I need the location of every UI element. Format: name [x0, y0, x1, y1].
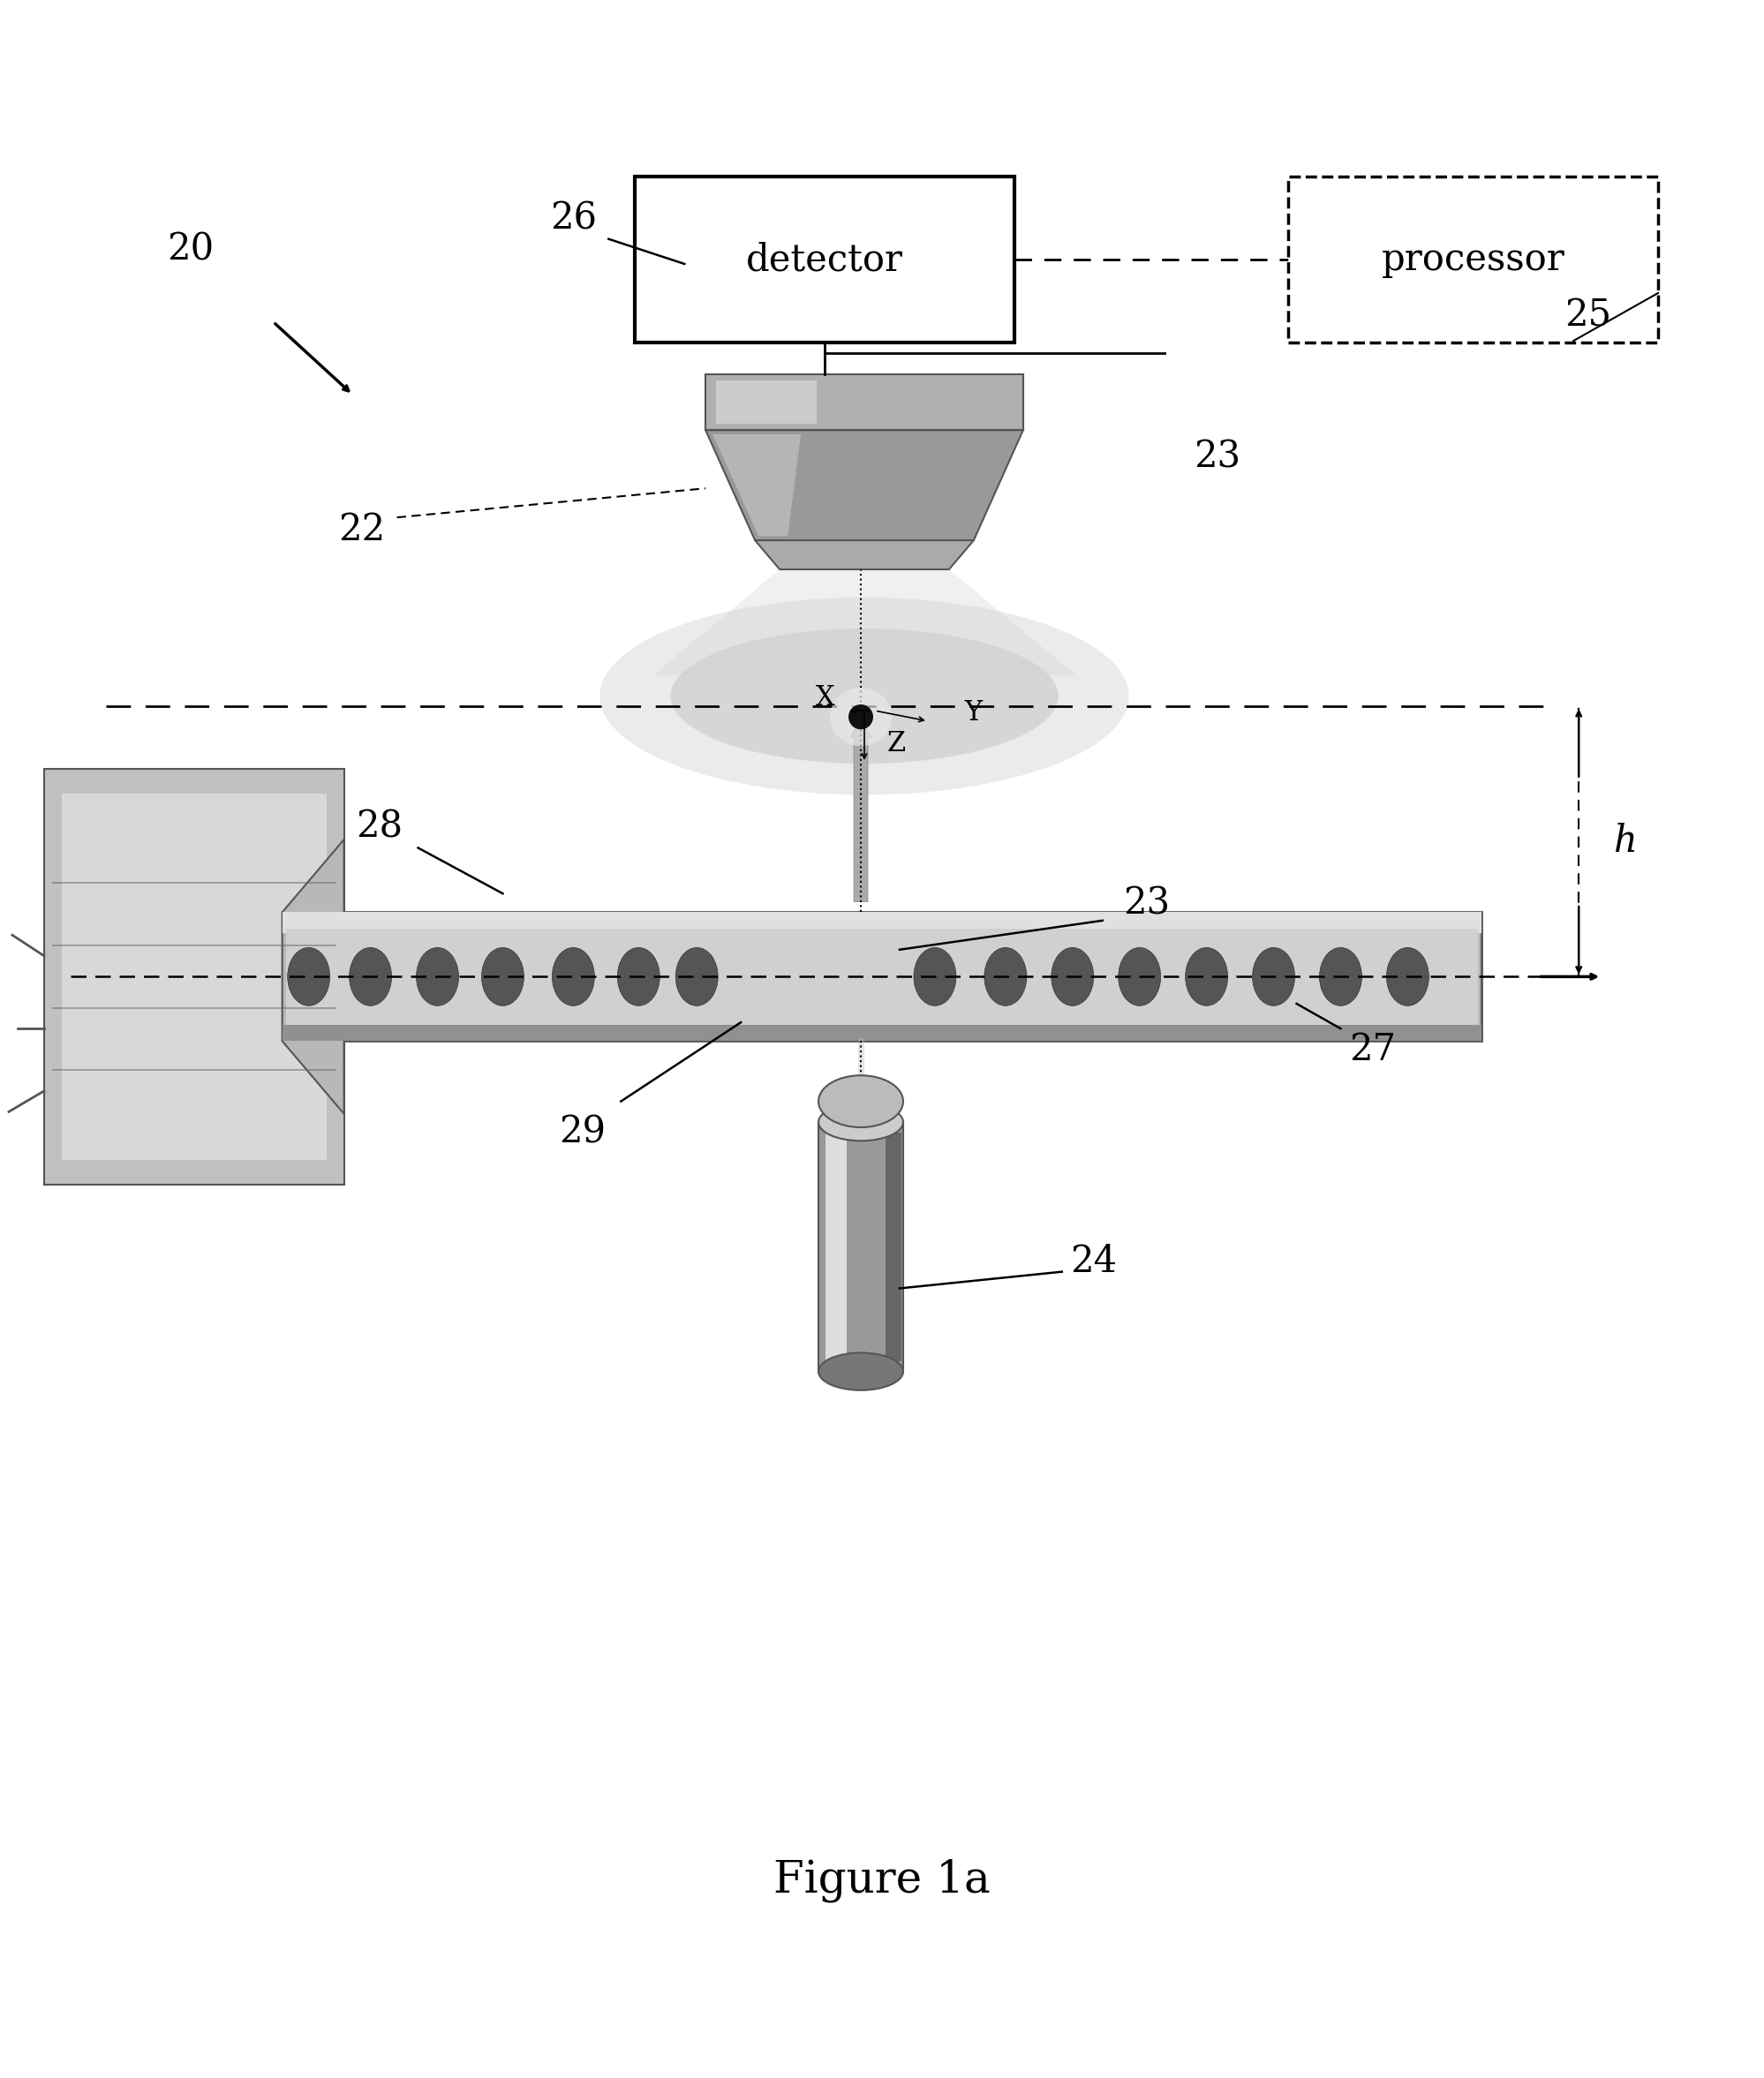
Text: 25: 25 [1565, 297, 1611, 335]
Text: 28: 28 [356, 808, 402, 846]
Polygon shape [653, 569, 1076, 675]
Bar [826, 1133, 847, 1361]
Bar [1288, 177, 1658, 343]
Ellipse shape [829, 688, 893, 746]
Ellipse shape [1319, 948, 1362, 1006]
Bar [44, 769, 344, 1184]
Polygon shape [706, 374, 1023, 430]
Bar [62, 794, 326, 1160]
Ellipse shape [1051, 948, 1094, 1006]
Text: detector: detector [746, 241, 903, 278]
Bar [635, 177, 1014, 343]
Text: 27: 27 [1349, 1031, 1395, 1068]
Ellipse shape [670, 628, 1058, 765]
Ellipse shape [617, 948, 660, 1006]
Ellipse shape [676, 948, 718, 1006]
FancyArrow shape [850, 717, 871, 902]
Ellipse shape [552, 948, 594, 1006]
Bar [286, 929, 1478, 1024]
Ellipse shape [1387, 948, 1429, 1006]
Text: Y: Y [965, 698, 983, 727]
Text: 20: 20 [168, 231, 213, 268]
Text: h: h [1614, 823, 1637, 860]
Ellipse shape [818, 1103, 903, 1141]
Ellipse shape [848, 704, 873, 729]
Text: processor: processor [1381, 241, 1565, 278]
Text: 24: 24 [1071, 1243, 1117, 1280]
Text: 26: 26 [550, 199, 596, 237]
Polygon shape [282, 912, 1482, 1041]
Polygon shape [706, 430, 1023, 540]
Text: 22: 22 [339, 511, 385, 549]
Ellipse shape [818, 1076, 903, 1126]
Text: 23: 23 [1194, 438, 1240, 476]
Ellipse shape [1185, 948, 1228, 1006]
Ellipse shape [1252, 948, 1295, 1006]
Ellipse shape [416, 948, 459, 1006]
Ellipse shape [984, 948, 1027, 1006]
Bar [886, 1133, 901, 1361]
Polygon shape [755, 540, 974, 569]
Ellipse shape [914, 948, 956, 1006]
Bar [282, 1024, 1482, 1041]
Ellipse shape [482, 948, 524, 1006]
Polygon shape [716, 380, 817, 424]
Ellipse shape [288, 948, 330, 1006]
Ellipse shape [349, 948, 392, 1006]
Ellipse shape [1118, 948, 1161, 1006]
Text: X: X [817, 684, 834, 713]
Text: Z: Z [887, 729, 905, 758]
Polygon shape [713, 434, 801, 536]
Ellipse shape [600, 598, 1129, 794]
Text: Figure 1a: Figure 1a [774, 1858, 990, 1903]
Bar [282, 912, 1482, 933]
Ellipse shape [818, 1353, 903, 1390]
Text: 23: 23 [1124, 885, 1170, 923]
Bar [818, 1122, 903, 1371]
Polygon shape [282, 840, 344, 1114]
Text: 29: 29 [559, 1114, 605, 1151]
